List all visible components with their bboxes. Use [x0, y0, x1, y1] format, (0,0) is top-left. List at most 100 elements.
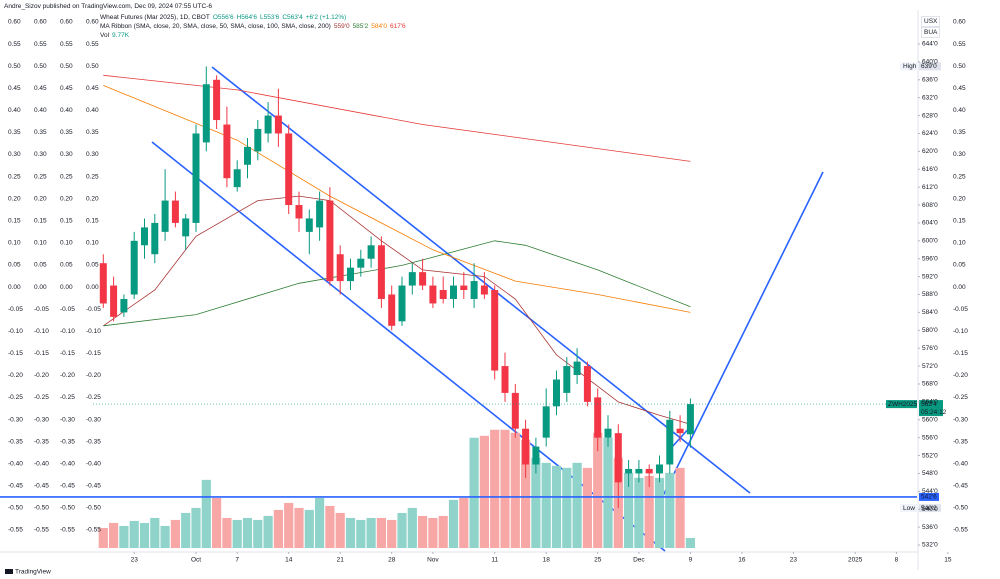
- y-tick-label: 628'0: [922, 112, 938, 119]
- y2-tick-label: 0.15: [953, 218, 966, 225]
- price-label: 563'4: [921, 401, 937, 408]
- y2-tick-label: -0.05: [60, 306, 75, 313]
- volume-bar: [418, 515, 428, 548]
- candle-body: [254, 128, 262, 152]
- volume-bar: [407, 507, 417, 548]
- candle-body: [439, 290, 447, 299]
- price-label: 540'2: [921, 505, 937, 512]
- y2-tick-label: 0.10: [86, 240, 99, 247]
- volume-bar: [387, 519, 397, 548]
- marker-label: Low: [903, 505, 915, 512]
- candle-body: [573, 361, 581, 376]
- y-tick-label: 616'0: [922, 166, 938, 173]
- y2-tick-label: 0.50: [86, 63, 99, 70]
- candle-body: [110, 285, 118, 317]
- y2-tick-label: -0.35: [60, 438, 75, 445]
- x-tick-label: 7: [235, 557, 239, 564]
- y2-tick-label: -0.25: [8, 394, 23, 401]
- legend-ma-value: 617'6: [389, 23, 406, 30]
- candle-body: [686, 404, 694, 435]
- volume-bar: [325, 505, 335, 548]
- trend-line: [656, 171, 824, 509]
- y2-tick-label: -0.15: [8, 350, 23, 357]
- legend-vol-value: 9.77K: [112, 32, 130, 39]
- y2-tick-label: -0.30: [8, 416, 23, 423]
- y2-tick-label: 0.30: [60, 151, 73, 158]
- volume-bar: [572, 462, 582, 548]
- y2-tick-label: 0.35: [953, 129, 966, 136]
- currency[interactable]: USX: [921, 16, 941, 27]
- x-tick-label: 16: [738, 557, 746, 564]
- legend-ma: MA Ribbon (SMA, close, 20, SMA, close, 5…: [100, 23, 331, 30]
- y2-tick-label: 0.00: [8, 284, 21, 291]
- y-tick-label: 600'0: [922, 238, 938, 245]
- y2-tick-label: 0.25: [34, 173, 47, 180]
- y2-tick-label: 0.25: [953, 173, 966, 180]
- y-tick-label: 552'0: [922, 452, 938, 459]
- candle-body: [388, 294, 396, 326]
- y2-tick-label: -0.05: [8, 306, 23, 313]
- y2-tick-label: -0.35: [8, 438, 23, 445]
- moving-average: [103, 240, 691, 327]
- candle-body: [645, 468, 653, 474]
- price-label-box: [919, 504, 941, 513]
- y2-tick-label: 0.45: [34, 85, 47, 92]
- candle-body: [336, 254, 344, 282]
- legend-ohlc: H564'6: [236, 14, 257, 21]
- symbol-box: [886, 400, 917, 409]
- countdown: 05:24:12: [921, 409, 947, 416]
- y-tick-label: 568'0: [922, 381, 938, 388]
- moving-average: [103, 195, 691, 425]
- y2-tick-label: 0.55: [953, 41, 966, 48]
- unit[interactable]: BUA: [921, 27, 941, 38]
- y2-tick-label: 0.40: [953, 107, 966, 114]
- y2-tick-label: 0.10: [60, 240, 73, 247]
- volume-bar: [593, 432, 603, 548]
- x-tick-label: Dec: [633, 557, 645, 564]
- y2-tick-label: 0.20: [8, 195, 21, 202]
- volume-bar: [438, 515, 448, 548]
- y-tick-label: 540'0: [922, 506, 938, 513]
- y2-tick-label: -0.50: [60, 505, 75, 512]
- y2-tick-label: 0.25: [8, 173, 21, 180]
- candle-body: [429, 285, 437, 304]
- symbol-label: ZWH2025: [888, 401, 918, 408]
- price-label-box: [919, 62, 941, 71]
- candle-body: [377, 245, 385, 299]
- volume-bar: [469, 437, 479, 548]
- y2-tick-label: -0.15: [86, 350, 101, 357]
- moving-average: [103, 74, 691, 162]
- candle-body: [285, 133, 293, 206]
- y-tick-label: 532'0: [922, 542, 938, 549]
- volume-bar: [160, 525, 170, 548]
- volume-bar: [521, 439, 531, 548]
- candle-body: [408, 272, 416, 286]
- y2-tick-label: -0.40: [34, 460, 49, 467]
- x-tick-label: 11: [491, 557, 498, 564]
- volume-bar: [232, 519, 242, 548]
- y2-tick-label: -0.55: [8, 527, 23, 534]
- y2-tick-label: 0.10: [8, 240, 21, 247]
- volume-bar: [644, 475, 654, 548]
- x-tick-label: 25: [594, 557, 602, 564]
- volume-bar: [129, 520, 139, 548]
- y-tick-label: 548'0: [922, 470, 938, 477]
- y-tick-label: 608'0: [922, 202, 938, 209]
- volume-bar: [562, 467, 572, 548]
- candle-body: [99, 263, 107, 304]
- legend-ohlc: L553'6: [259, 14, 280, 21]
- volume-bar: [428, 517, 438, 548]
- y-tick-label: 604'0: [922, 220, 938, 227]
- candle-body: [594, 397, 602, 438]
- y2-tick-label: 0.35: [60, 129, 73, 136]
- y2-tick-label: 0.60: [34, 19, 47, 26]
- y2-tick-label: 0.20: [86, 195, 99, 202]
- y2-tick-label: -0.45: [953, 483, 968, 490]
- y-tick-label: 556'0: [922, 434, 938, 441]
- y2-tick-label: 0.50: [60, 63, 73, 70]
- y2-tick-label: -0.35: [34, 438, 49, 445]
- y2-tick-label: 0.50: [34, 63, 47, 70]
- volume-bar: [448, 499, 459, 548]
- volume-bar: [490, 429, 500, 548]
